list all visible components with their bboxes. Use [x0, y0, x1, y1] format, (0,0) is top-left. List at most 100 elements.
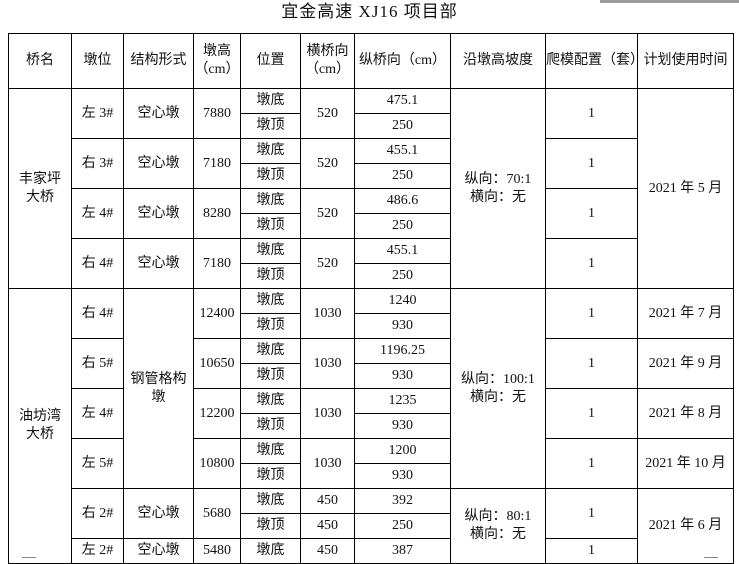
climb-form-cell: 1	[545, 488, 638, 539]
transverse-cell: 450	[300, 538, 355, 564]
location-cell: 墩顶	[240, 213, 301, 239]
transverse-cell: 450	[300, 513, 355, 539]
pier-height-cell: 12200	[193, 388, 241, 439]
pier-height-cell: 5480	[193, 538, 241, 564]
column-header: 墩高（cm）	[193, 33, 241, 89]
location-cell: 墩顶	[240, 163, 301, 189]
climb-form-cell: 1	[545, 88, 638, 139]
structure-cell: 空心墩	[123, 188, 194, 239]
longitudinal-cell: 930	[354, 413, 451, 439]
schedule-cell: 2021 年 10 月	[637, 438, 734, 489]
table-row: 墩顶 250	[9, 263, 734, 289]
slope-cell: 纵向：100:1 横向：无	[450, 288, 546, 489]
location-cell: 墩顶	[240, 313, 301, 339]
table-row: 右 3# 空心墩 7180 墩底 520 455.1 1	[9, 138, 734, 189]
column-header: 纵桥向（cm）	[354, 33, 451, 89]
page-corner-mark	[704, 557, 718, 558]
pier-position-cell: 左 2#	[71, 538, 124, 564]
schedule-cell: 2021 年 8 月	[637, 388, 734, 439]
longitudinal-cell: 1235	[354, 388, 451, 414]
table-row: 左 5# 10800 墩底 1030 1200 1 2021 年 10 月	[9, 438, 734, 489]
table-row: 丰家坪大桥左 3# 空心墩 7880 墩底 520 475.1 纵向：70:1 横向：无 1 2…	[8, 88, 734, 289]
scrollbar[interactable]	[600, 0, 739, 3]
structure-cell: 钢管格构墩	[123, 288, 194, 489]
longitudinal-cell: 1240	[354, 288, 451, 314]
location-cell: 墩底	[240, 388, 301, 414]
transverse-cell: 520	[300, 138, 355, 189]
pier-position-cell: 左 4#	[71, 188, 124, 239]
table-row: 右 4# 空心墩 7180 墩底 520 455.1 1	[9, 238, 734, 289]
pier-position-cell: 右 3#	[71, 138, 124, 189]
location-cell: 墩顶	[240, 463, 301, 489]
longitudinal-cell: 250	[354, 213, 451, 239]
climb-form-cell: 1	[545, 388, 638, 439]
table-row: 墩顶 930	[9, 313, 734, 339]
column-header: 沿墩高坡度	[450, 33, 546, 89]
table-row: 左 4# 12200 墩底 1030 1235 1 2021 年 8 月	[9, 388, 734, 439]
structure-cell: 空心墩	[123, 538, 194, 564]
page-title: 宜金高速 XJ16 项目部	[281, 2, 458, 21]
longitudinal-cell: 930	[354, 313, 451, 339]
longitudinal-cell: 930	[354, 463, 451, 489]
table-row: 墩顶 250	[9, 163, 734, 189]
location-cell: 墩顶	[240, 263, 301, 289]
location-cell: 墩底	[240, 438, 301, 464]
location-cell: 墩底	[240, 188, 301, 214]
transverse-cell: 520	[300, 238, 355, 289]
pier-height-cell: 10650	[193, 338, 241, 389]
longitudinal-cell: 1196.25	[354, 338, 451, 364]
structure-cell: 空心墩	[123, 88, 194, 139]
column-header: 计划使用时间	[637, 33, 734, 89]
transverse-cell: 1030	[300, 388, 355, 439]
transverse-cell: 1030	[300, 288, 355, 339]
header-row: 桥名 墩位 结构形式 墩高（cm） 位置 横桥向（cm） 纵桥向（cm） 沿墩高坡度 爬模配置（…	[8, 33, 734, 89]
climb-form-cell: 1	[545, 288, 638, 339]
longitudinal-cell: 250	[354, 163, 451, 189]
pier-height-cell: 5680	[193, 488, 241, 539]
pier-height-cell: 7880	[193, 88, 241, 139]
transverse-cell: 520	[300, 188, 355, 239]
location-cell: 墩顶	[240, 413, 301, 439]
longitudinal-cell: 930	[354, 363, 451, 389]
transverse-cell: 450	[300, 488, 355, 514]
pier-position-cell: 左 5#	[71, 438, 124, 489]
pier-position-cell: 左 4#	[71, 388, 124, 439]
longitudinal-cell: 1200	[354, 438, 451, 464]
schedule-cell: 2021 年 6 月	[637, 488, 734, 564]
longitudinal-cell: 392	[354, 488, 451, 514]
location-cell: 墩顶	[240, 113, 301, 139]
pier-position-cell: 右 4#	[71, 288, 124, 339]
pier-position-cell: 左 3#	[71, 88, 124, 139]
column-header: 桥名	[8, 33, 72, 89]
bridge-name-cell: 油坊湾大桥	[8, 288, 72, 564]
location-cell: 墩底	[240, 338, 301, 364]
bridge-name-cell: 丰家坪大桥	[8, 88, 72, 289]
column-header: 位置	[240, 33, 301, 89]
transverse-cell: 1030	[300, 338, 355, 389]
schedule-cell: 2021 年 9 月	[637, 338, 734, 389]
pier-table: 桥名 墩位 结构形式 墩高（cm） 位置 横桥向（cm） 纵桥向（cm） 沿墩高坡度 爬模配置（…	[8, 33, 734, 564]
pier-height-cell: 7180	[193, 138, 241, 189]
location-cell: 墩底	[240, 538, 301, 564]
climb-form-cell: 1	[545, 238, 638, 289]
column-header: 结构形式	[123, 33, 194, 89]
climb-form-cell: 1	[545, 138, 638, 189]
structure-cell: 空心墩	[123, 488, 194, 539]
pier-position-cell: 右 2#	[71, 488, 124, 539]
pier-height-cell: 12400	[193, 288, 241, 339]
table-row: 墩顶 250	[9, 213, 734, 239]
table-row: 墩顶 930	[9, 463, 734, 489]
table-row: 墩顶 930	[9, 363, 734, 389]
transverse-cell: 520	[300, 88, 355, 139]
structure-cell: 空心墩	[123, 138, 194, 189]
climb-form-cell: 1	[545, 188, 638, 239]
schedule-cell: 2021 年 7 月	[637, 288, 734, 339]
longitudinal-cell: 250	[354, 113, 451, 139]
table-row: 左 2# 空心墩 5480 墩底 450 387 1	[9, 538, 734, 564]
climb-form-cell: 1	[545, 338, 638, 389]
column-header: 爬模配置（套）	[545, 33, 644, 89]
longitudinal-cell: 486.6	[354, 188, 451, 214]
location-cell: 墩底	[240, 488, 301, 514]
longitudinal-cell: 250	[354, 513, 451, 539]
pier-height-cell: 7180	[193, 238, 241, 289]
